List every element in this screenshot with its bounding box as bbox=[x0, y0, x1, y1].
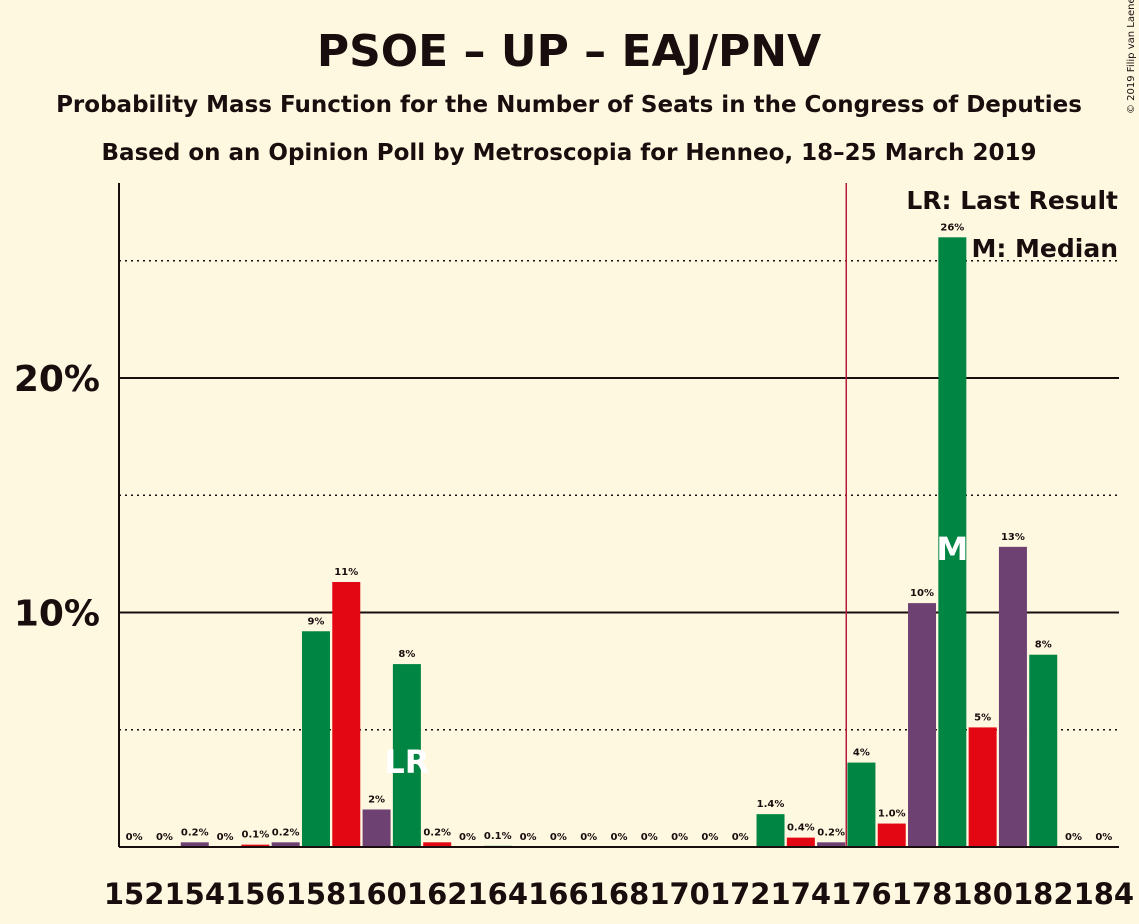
x-tick-label: 156 bbox=[225, 877, 286, 911]
data-label-163: 0% bbox=[459, 832, 476, 843]
data-label-161: 8% bbox=[398, 649, 415, 660]
data-label-180: 5% bbox=[974, 712, 991, 723]
bar-159 bbox=[332, 582, 361, 847]
x-tick-label: 170 bbox=[649, 877, 710, 911]
data-label-169: 0% bbox=[641, 832, 658, 843]
data-label-154: 0.2% bbox=[181, 827, 209, 838]
y-tick-label: 10% bbox=[14, 594, 100, 635]
bar-176 bbox=[847, 762, 876, 847]
grid-lines bbox=[119, 260, 1119, 731]
legend-median: M: Median bbox=[971, 234, 1118, 263]
data-label-183: 0% bbox=[1065, 832, 1082, 843]
data-label-162: 0.2% bbox=[423, 827, 451, 838]
legend-last-result: LR: Last Result bbox=[906, 186, 1118, 215]
y-tick-label: 20% bbox=[14, 359, 100, 400]
data-label-181: 13% bbox=[1001, 532, 1025, 543]
data-label-174: 0.4% bbox=[787, 823, 815, 834]
data-label-160: 2% bbox=[368, 794, 385, 805]
bars-group bbox=[180, 183, 1058, 848]
bar-177 bbox=[877, 823, 906, 847]
chart-subtitle-poll: Based on an Opinion Poll by Metroscopia … bbox=[102, 140, 1037, 166]
data-label-153: 0% bbox=[156, 832, 173, 843]
data-label-178: 10% bbox=[910, 588, 934, 599]
bar-173 bbox=[756, 814, 785, 847]
y-axis-ticks: 10% 20% bbox=[14, 183, 120, 847]
data-label-179: 26% bbox=[940, 222, 964, 233]
bar-180 bbox=[968, 727, 997, 847]
chart-title: PSOE – UP – EAJ/PNV bbox=[317, 26, 821, 77]
data-label-177: 1.0% bbox=[878, 809, 906, 820]
data-label-158: 9% bbox=[307, 616, 324, 627]
bar-181 bbox=[998, 546, 1027, 847]
x-tick-label: 176 bbox=[831, 877, 892, 911]
chart-subtitle: Probability Mass Function for the Number… bbox=[56, 92, 1082, 118]
data-label-173: 1.4% bbox=[757, 799, 785, 810]
x-tick-label: 178 bbox=[892, 877, 953, 911]
data-label-175: 0.2% bbox=[817, 827, 845, 838]
bar-162 bbox=[423, 842, 452, 847]
data-label-159: 11% bbox=[334, 567, 358, 578]
data-label-182: 8% bbox=[1035, 640, 1052, 651]
copyright-text: © 2019 Filip van Laenen bbox=[1126, 0, 1137, 114]
x-tick-label: 152 bbox=[104, 877, 165, 911]
x-tick-label: 158 bbox=[286, 877, 347, 911]
x-tick-label: 154 bbox=[164, 877, 225, 911]
data-label-167: 0% bbox=[580, 832, 597, 843]
x-tick-label: 174 bbox=[771, 877, 832, 911]
x-tick-label: 162 bbox=[407, 877, 468, 911]
x-tick-label: 166 bbox=[528, 877, 589, 911]
x-axis-ticks: 152 154 156 158 160 162 164 166 168 170 172 174 176 1… bbox=[104, 846, 1135, 911]
data-label-156: 0.1% bbox=[241, 830, 269, 841]
data-label-171: 0% bbox=[701, 832, 718, 843]
x-tick-label: 164 bbox=[468, 877, 529, 911]
x-tick-label: 180 bbox=[952, 877, 1013, 911]
bar-154 bbox=[180, 842, 209, 847]
bar-174 bbox=[786, 837, 815, 847]
data-label-155: 0% bbox=[217, 832, 234, 843]
data-label-152: 0% bbox=[126, 832, 143, 843]
bar-161 bbox=[392, 664, 421, 847]
bar-182 bbox=[1029, 654, 1058, 847]
data-label-172: 0% bbox=[732, 832, 749, 843]
bar-175 bbox=[817, 842, 846, 847]
last-result-marker: LR bbox=[384, 743, 429, 781]
data-label-168: 0% bbox=[611, 832, 628, 843]
data-label-170: 0% bbox=[671, 832, 688, 843]
data-label-157: 0.2% bbox=[272, 827, 300, 838]
bar-160 bbox=[362, 809, 391, 847]
bar-157 bbox=[271, 842, 300, 847]
data-label-184: 0% bbox=[1095, 832, 1112, 843]
bar-178 bbox=[908, 603, 937, 847]
bar-156 bbox=[241, 844, 270, 847]
x-tick-label: 168 bbox=[589, 877, 650, 911]
data-label-165: 0% bbox=[520, 832, 537, 843]
data-label-164: 0.1% bbox=[484, 831, 512, 842]
x-tick-label: 160 bbox=[346, 877, 407, 911]
median-marker: M bbox=[936, 530, 968, 568]
data-label-176: 4% bbox=[853, 748, 870, 759]
bar-158 bbox=[301, 631, 330, 847]
data-labels-group: 0% 0% 0.2% 0% 0.1% 0.2%9%11%2%8%0.2% 0% 0.1% 0% 0… bbox=[126, 222, 1113, 843]
x-tick-label: 172 bbox=[710, 877, 771, 911]
data-label-166: 0% bbox=[550, 832, 567, 843]
bar-179 bbox=[938, 237, 967, 848]
x-tick-label: 184 bbox=[1074, 877, 1135, 911]
x-tick-label: 182 bbox=[1013, 877, 1074, 911]
